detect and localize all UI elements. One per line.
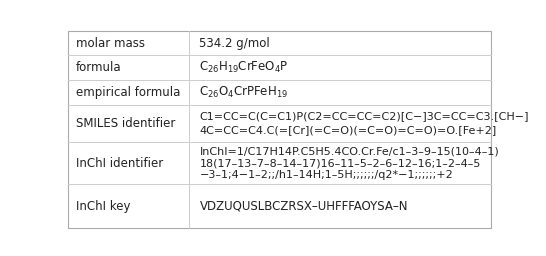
Text: InChI=1/C17H14P.C5H5.4CO.Cr.Fe/c1–3–9–15(10–4–1): InChI=1/C17H14P.C5H5.4CO.Cr.Fe/c1–3–9–15…	[199, 146, 499, 156]
Text: 18(17–13–7–8–14–17)16–11–5–2–6–12–16;1–2–4–5: 18(17–13–7–8–14–17)16–11–5–2–6–12–16;1–2…	[199, 158, 481, 168]
Text: −3–1;4−1–2;;/h1–14H;1–5H;;;;;;/q2*−1;;;;;;+2: −3–1;4−1–2;;/h1–14H;1–5H;;;;;;/q2*−1;;;;…	[199, 170, 453, 180]
Text: C1=CC=C(C=C1)P(C2=CC=CC=C2)[C−]3C=CC=C3.[CH−]: C1=CC=C(C=C1)P(C2=CC=CC=C2)[C−]3C=CC=C3.…	[199, 111, 529, 121]
Text: empirical formula: empirical formula	[76, 86, 180, 99]
Text: molar mass: molar mass	[76, 37, 145, 50]
Text: $\mathregular{C_{26}H_{19}CrFeO_{4}P}$: $\mathregular{C_{26}H_{19}CrFeO_{4}P}$	[199, 60, 289, 75]
Text: 4C=CC=C4.C(=[Cr](=C=O)(=C=O)=C=O)=O.[Fe+2]: 4C=CC=C4.C(=[Cr](=C=O)(=C=O)=C=O)=O.[Fe+…	[199, 126, 497, 136]
Text: $\mathregular{C_{26}O_{4}CrPFeH_{19}}$: $\mathregular{C_{26}O_{4}CrPFeH_{19}}$	[199, 85, 288, 100]
Text: InChI key: InChI key	[76, 200, 130, 213]
Text: VDZUQUSLBCZRSX–UHFFFAOYSA–N: VDZUQUSLBCZRSX–UHFFFAOYSA–N	[199, 200, 408, 213]
Text: InChI identifier: InChI identifier	[76, 157, 163, 170]
Text: SMILES identifier: SMILES identifier	[76, 117, 175, 130]
Text: formula: formula	[76, 61, 122, 74]
Text: 534.2 g/mol: 534.2 g/mol	[199, 37, 270, 50]
